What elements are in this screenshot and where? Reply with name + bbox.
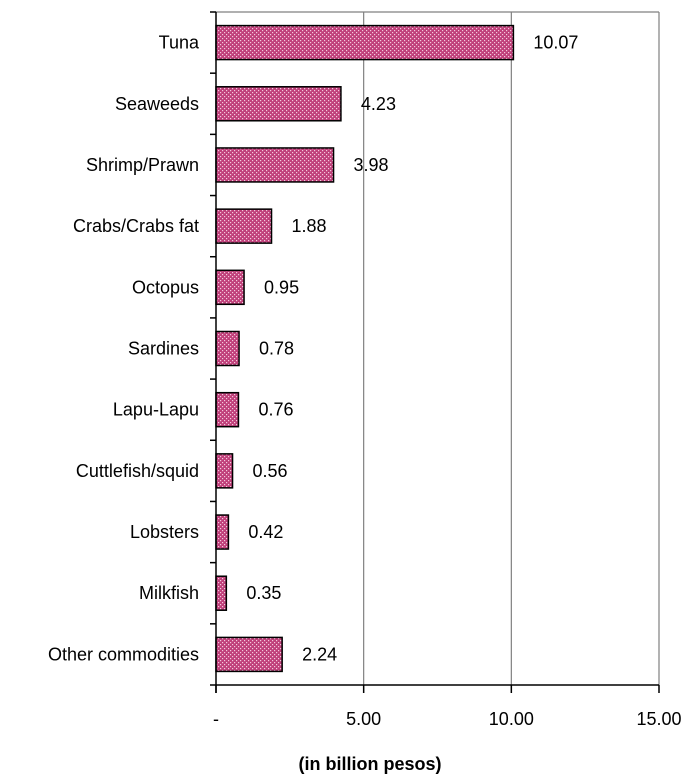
gridlines [363,12,512,685]
x-tick-label: 10.00 [489,709,534,729]
category-label: Tuna [159,33,200,53]
axes [210,11,660,693]
value-label: 1.88 [292,216,327,236]
x-axis-title: (in billion pesos) [299,754,442,774]
value-label: 2.24 [302,644,337,664]
value-label: 0.78 [259,339,294,359]
value-label: 10.07 [533,33,578,53]
bars [215,24,515,673]
bar [215,330,240,367]
value-label: 4.23 [361,94,396,114]
value-label: 0.56 [253,461,288,481]
bar [215,147,335,183]
category-label: Lobsters [130,522,199,542]
category-label: Milkfish [139,583,199,603]
category-label: Cuttlefish/squid [76,461,199,481]
bar [215,86,342,122]
category-label: Shrimp/Prawn [86,155,199,175]
x-tick-label: 5.00 [346,709,381,729]
category-label: Sardines [128,339,199,359]
value-label: 0.95 [264,277,299,297]
labels: Tuna 10.07 Seaweeds 4.23 Shrimp/Prawn 3.98 Cra… [48,33,682,729]
plot-area [216,11,660,685]
bar [215,391,240,428]
value-label: 0.76 [258,400,293,420]
bar [215,636,283,673]
value-label: 0.42 [248,522,283,542]
value-label: 0.35 [246,583,281,603]
category-label: Seaweeds [115,94,199,114]
category-label: Crabs/Crabs fat [73,216,199,236]
x-tick-label: - [213,709,219,729]
bar [215,269,245,306]
category-label: Other commodities [48,644,199,664]
category-label: Lapu-Lapu [113,400,199,420]
bar [215,24,515,61]
category-label: Octopus [132,277,199,297]
bar [215,514,230,550]
value-label: 3.98 [354,155,389,175]
bar [215,208,273,244]
x-tick-label: 15.00 [636,709,681,729]
bar [215,575,228,611]
bar [215,453,234,489]
